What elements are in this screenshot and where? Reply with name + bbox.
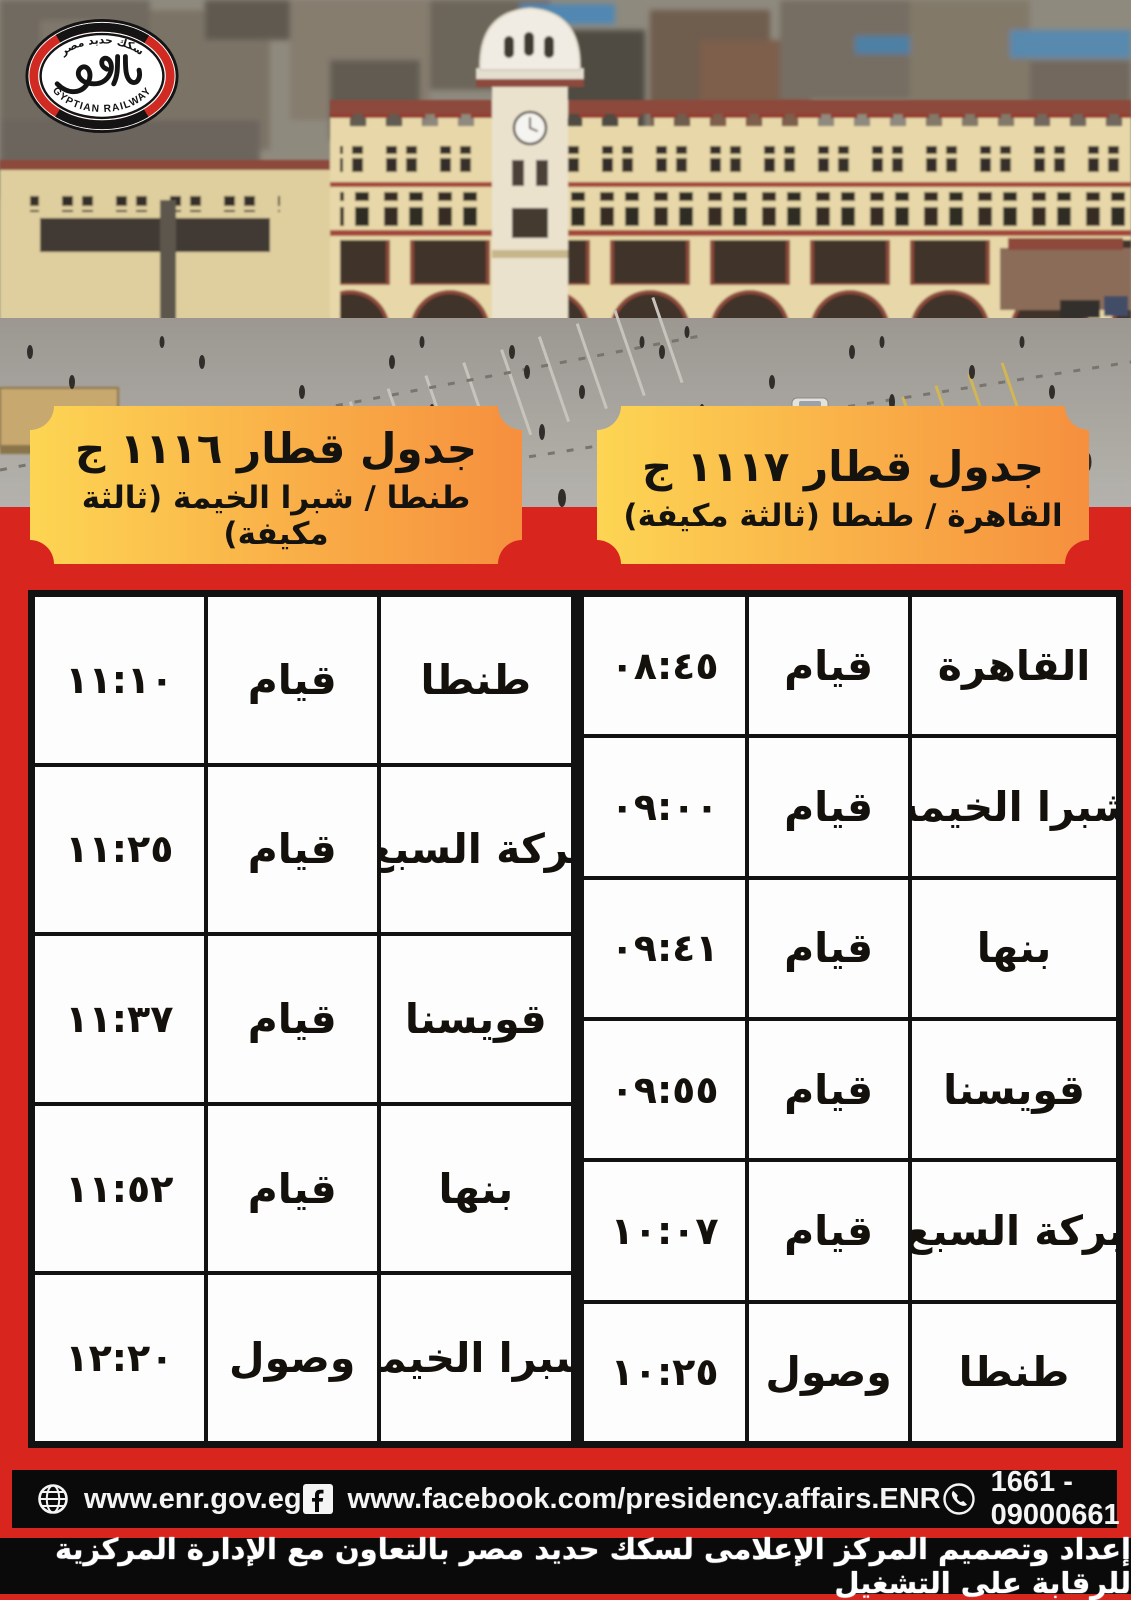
event-cell: قيام — [747, 1018, 911, 1161]
banner-title: جدول قطار ١١١٧ ج — [641, 441, 1045, 491]
schedule-table-1116: طنطا قيام ١١:١٠ بركة السبع قيام ١١:٢٥ قو… — [28, 590, 578, 1448]
time-cell: ٠٨:٤٥ — [582, 595, 748, 737]
time-cell: ١٠:٠٧ — [582, 1160, 748, 1302]
event-cell: قيام — [747, 595, 911, 737]
schedule-table-1117: القاهرة قيام ٠٨:٤٥ شبرا الخيمة قيام ٠٩:٠… — [577, 590, 1123, 1448]
event-cell: قيام — [205, 595, 379, 765]
station-cell: شبرا الخيمة — [910, 736, 1118, 878]
banner-title: جدول قطار ١١١٦ ج — [74, 423, 478, 473]
time-cell: ١١:٥٢ — [33, 1103, 206, 1274]
event-cell: قيام — [747, 1160, 911, 1302]
railways-logo-calligraphy — [54, 54, 142, 95]
time-cell: ١١:٣٧ — [33, 934, 206, 1104]
railways-logo: سكك حديد مصر EGYPTIAN RAILWAYS — [24, 16, 180, 136]
phone-icon — [941, 1481, 977, 1517]
event-cell: قيام — [205, 934, 379, 1104]
event-cell: قيام — [747, 877, 911, 1019]
phone-group: 1661 - 09000661 — [941, 1466, 1120, 1532]
time-cell: ٠٩:٤١ — [582, 877, 748, 1019]
facebook-url: www.facebook.com/presidency.affairs.ENR — [347, 1482, 941, 1515]
event-cell: وصول — [747, 1301, 911, 1443]
station-cell: بنها — [378, 1103, 573, 1274]
event-cell: وصول — [205, 1273, 379, 1443]
station-cell: بنها — [910, 877, 1118, 1019]
station-cell: شبرا الخيمة — [378, 1273, 573, 1443]
banner-subtitle: طنطا / شبرا الخيمة (ثالثة مكيفة) — [81, 480, 471, 553]
station-cell: بركة السبع — [378, 764, 573, 935]
time-cell: ١١:١٠ — [33, 595, 206, 765]
station-cell: طنطا — [910, 1301, 1118, 1443]
time-cell: ٠٩:٥٥ — [582, 1018, 748, 1161]
credit-bar: إعداد وتصميم المركز الإعلامى لسكك حديد م… — [0, 1532, 1131, 1600]
banner-train-1117: جدول قطار ١١١٧ ج القاهرة / طنطا (ثالثة م… — [597, 406, 1089, 564]
facebook-icon — [302, 1483, 334, 1515]
website-url: www.enr.gov.eg — [84, 1482, 302, 1515]
banner-shape — [597, 406, 1089, 564]
event-cell: قيام — [205, 1103, 379, 1274]
time-cell: ١٢:٢٠ — [33, 1273, 206, 1443]
credit-text: إعداد وتصميم المركز الإعلامى لسكك حديد م… — [55, 1532, 1131, 1600]
contact-bar: www.enr.gov.eg www.facebook.com/presiden… — [12, 1466, 1120, 1531]
station-cell: قويسنا — [378, 934, 573, 1104]
station-cell: بركة السبع — [910, 1160, 1118, 1302]
event-cell: قيام — [747, 736, 911, 878]
station-cell: القاهرة — [910, 595, 1118, 737]
website-group: www.enr.gov.eg — [36, 1482, 302, 1516]
time-cell: ١١:٢٥ — [33, 764, 206, 935]
facebook-group: www.facebook.com/presidency.affairs.ENR — [302, 1483, 941, 1516]
event-cell: قيام — [205, 764, 379, 935]
banner-shape — [30, 406, 522, 564]
globe-icon — [36, 1482, 70, 1516]
station-cell: طنطا — [378, 595, 573, 765]
time-cell: ١٠:٢٥ — [582, 1301, 748, 1443]
station-cell: قويسنا — [910, 1018, 1118, 1161]
time-cell: ٠٩:٠٠ — [582, 736, 748, 878]
phone-numbers: 1661 - 09000661 — [990, 1466, 1120, 1531]
banner-train-1116: جدول قطار ١١١٦ ج طنطا / شبرا الخيمة (ثال… — [30, 406, 522, 564]
banner-subtitle: القاهرة / طنطا (ثالثة مكيفة) — [623, 498, 1063, 535]
